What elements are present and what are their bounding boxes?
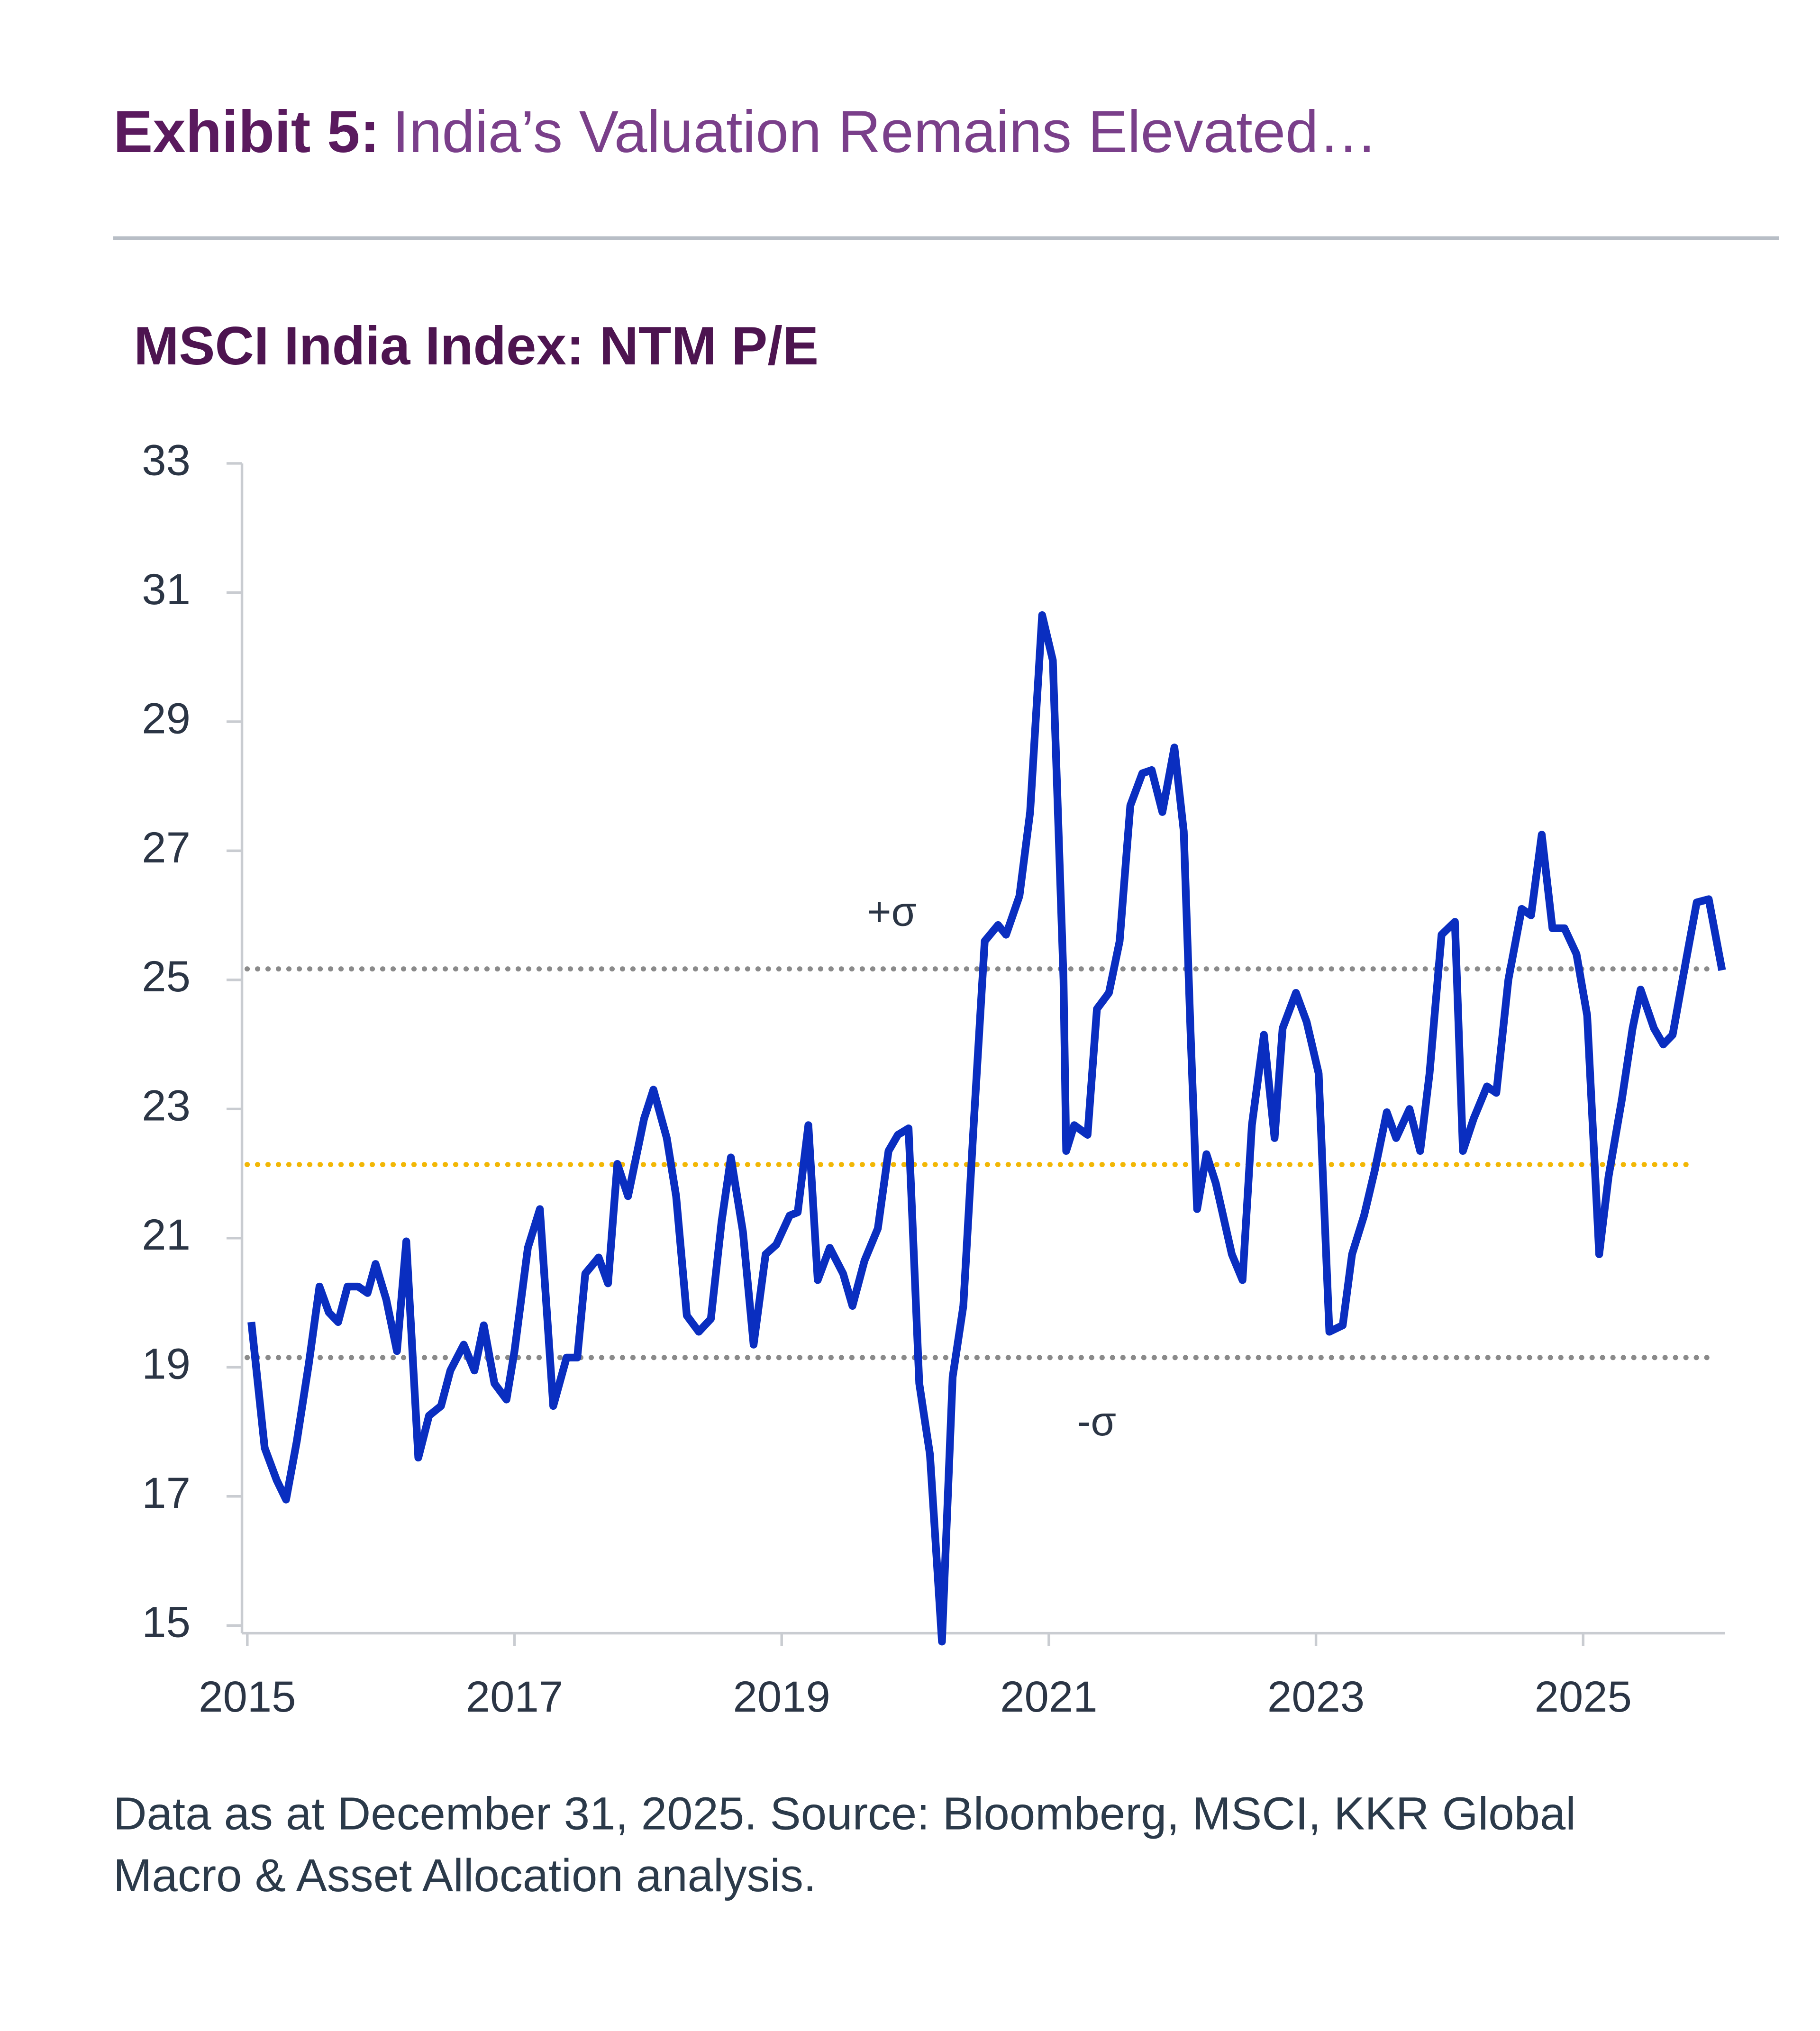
x-tick-label: 2019 <box>733 1672 830 1721</box>
y-tick-label: 23 <box>142 1081 191 1130</box>
reference-label: -σ <box>1077 1398 1116 1444</box>
y-tick-label: 29 <box>142 693 191 743</box>
y-tick-label: 19 <box>142 1339 191 1388</box>
x-tick-label: 2025 <box>1535 1672 1632 1721</box>
reference-label: +σ <box>867 889 917 935</box>
exhibit-label: Exhibit 5: <box>113 99 380 165</box>
y-tick-label: 15 <box>142 1597 191 1647</box>
y-tick-label: 25 <box>142 952 191 1001</box>
data-line <box>247 611 1726 1646</box>
chart-title: India’s Valuation Remains Elevated… <box>392 99 1377 165</box>
y-tick-label: 21 <box>142 1210 191 1259</box>
y-tick-label: 27 <box>142 823 191 872</box>
x-tick-label: 2023 <box>1267 1672 1365 1721</box>
title-line: Exhibit 5: India’s Valuation Remains Elev… <box>113 99 1378 165</box>
x-tick-label: 2017 <box>466 1672 563 1721</box>
y-tick-label: 17 <box>142 1468 191 1517</box>
note-line: Data as at December 31, 2025. Source: Bl… <box>113 1788 1576 1840</box>
x-tick-label: 2015 <box>199 1672 296 1721</box>
chart-subtitle: MSCI India Index: NTM P/E <box>134 316 819 376</box>
y-tick-label: 33 <box>142 435 191 484</box>
y-tick-label: 31 <box>142 564 191 614</box>
note-line: Macro & Asset Allocation analysis. <box>113 1850 816 1901</box>
x-tick-label: 2021 <box>1000 1672 1097 1721</box>
